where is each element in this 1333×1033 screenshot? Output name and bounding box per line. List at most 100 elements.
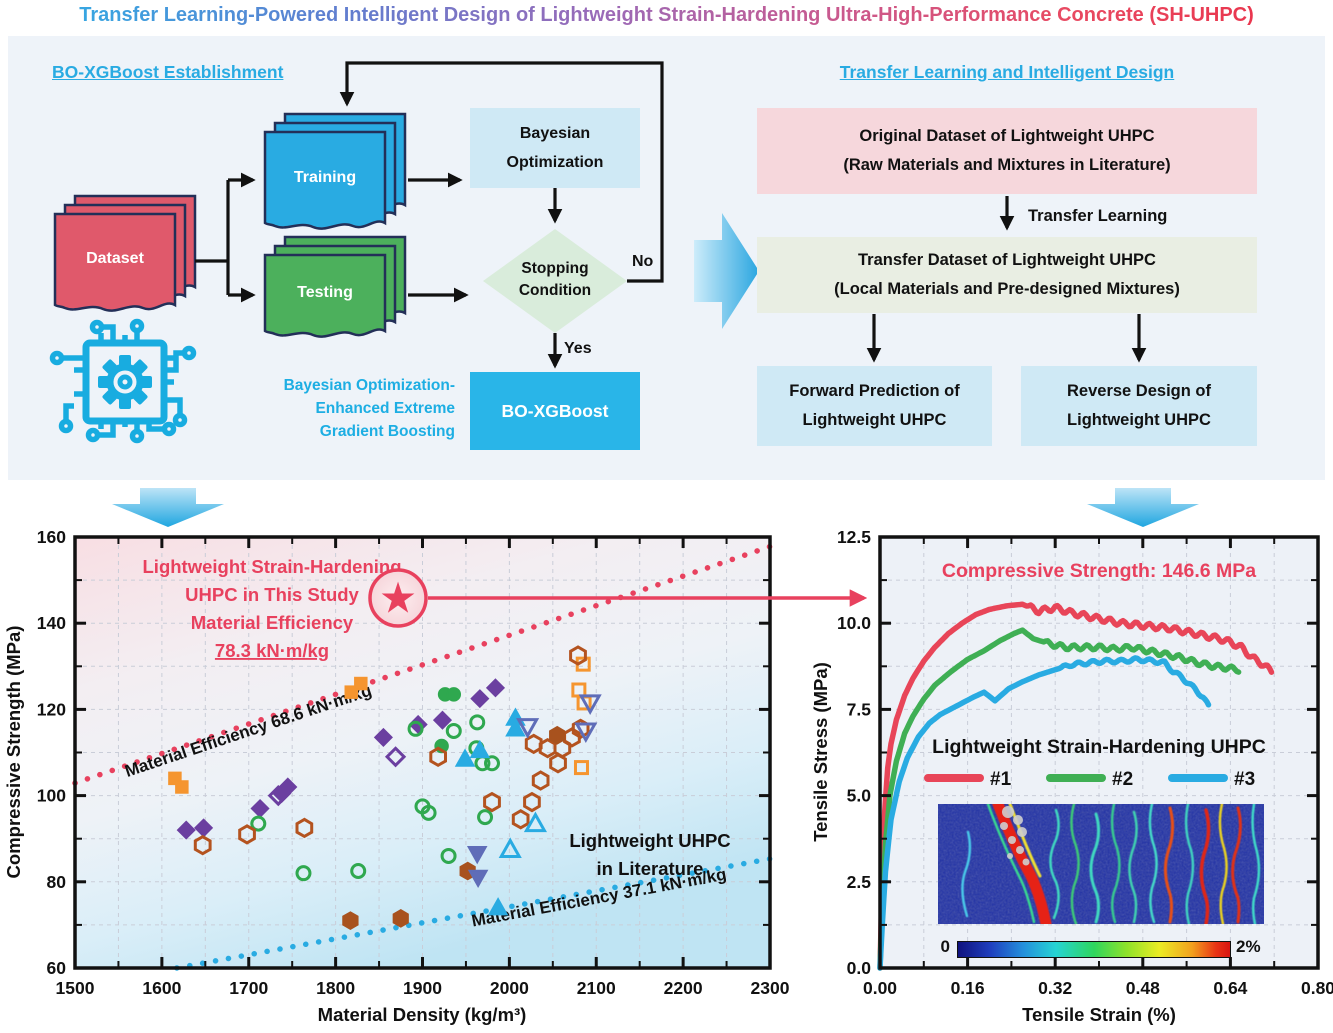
figure-title: Transfer Learning-Powered Intelligent De…	[0, 4, 1333, 27]
y-tick-label: 5.0	[847, 786, 872, 806]
data-point	[524, 733, 543, 755]
x-tick-label: 2300	[751, 978, 790, 998]
series-sienna-hexagons-open	[193, 645, 590, 856]
dic-strain-map-image	[938, 804, 1264, 924]
data-point	[175, 780, 189, 794]
series-slate-triangles-down-filled	[466, 846, 489, 889]
data-point	[295, 865, 312, 882]
reverse-design-box: Reverse Design of Lightweight UHPC	[1021, 366, 1257, 446]
y-tick-label: 60	[47, 958, 67, 978]
data-point	[459, 861, 476, 881]
original-dataset-box: Original Dataset of Lightweight UHPC (Ra…	[757, 108, 1257, 194]
data-point	[553, 737, 572, 759]
x-tick-label: 0.16	[951, 978, 985, 998]
data-point	[563, 727, 581, 748]
scatter-plot-area	[75, 537, 770, 968]
x-axis-title: Material Density (kg/m³)	[318, 1004, 527, 1025]
x-tick-label: 0.80	[1301, 978, 1333, 998]
data-point	[571, 682, 587, 698]
data-point	[392, 909, 409, 928]
legend-title: Lightweight Strain-Hardening UHPC	[932, 736, 1266, 758]
x-tick-label: 0.00	[863, 978, 897, 998]
data-point	[420, 804, 437, 821]
data-point	[384, 746, 407, 768]
efficiency-line-label-0: Material Efficiency 68.6 kN·m/kg	[122, 681, 374, 781]
data-point	[483, 791, 501, 813]
data-point	[176, 820, 196, 840]
star-circle	[368, 568, 428, 628]
data-point	[516, 718, 540, 739]
y-tick-label: 140	[37, 613, 66, 633]
data-point	[295, 817, 314, 839]
down-arrow-left-icon	[112, 488, 224, 527]
x-tick-label: 1600	[142, 978, 181, 998]
data-point	[440, 847, 457, 864]
y-tick-label: 0.0	[847, 958, 872, 978]
series-orange-squares-open	[571, 656, 592, 776]
series-green-circles-filled	[434, 687, 462, 754]
series-slate-triangles-down-open	[516, 694, 602, 744]
transfer-learning-label: Transfer Learning	[1028, 207, 1168, 225]
data-point	[432, 710, 453, 730]
legend-label: #3	[1234, 769, 1255, 790]
y-tick-label: 2.5	[847, 872, 872, 892]
no-label: No	[632, 253, 654, 270]
efficiency-line-0	[72, 543, 773, 786]
data-point	[511, 809, 530, 830]
data-point	[454, 748, 476, 767]
x-tick-label: 0.64	[1213, 978, 1247, 998]
star-icon: ★	[381, 578, 415, 620]
yes-label: Yes	[564, 340, 592, 357]
left-section-heading: BO-XGBoost Establishment	[52, 62, 284, 82]
data-point	[505, 718, 526, 737]
x-axis-title: Tensile Strain (%)	[1022, 1004, 1176, 1025]
data-point	[538, 737, 557, 759]
transfer-dataset-box: Transfer Dataset of Lightweight UHPC (Lo…	[757, 237, 1257, 313]
literature-annotation-line: Lightweight UHPC	[569, 830, 730, 851]
data-point	[278, 777, 298, 797]
data-point	[445, 722, 462, 739]
y-tick-label: 7.5	[847, 699, 872, 719]
literature-annotation-line: in Literature	[597, 858, 704, 879]
data-point	[468, 740, 485, 757]
data-point	[250, 798, 270, 819]
data-point	[272, 783, 292, 804]
study-annotation-line: Material Efficiency	[191, 612, 354, 633]
data-point	[350, 863, 367, 880]
data-point	[549, 753, 567, 774]
data-point	[573, 760, 589, 776]
x-tick-label: 2000	[490, 978, 529, 998]
colorbar-min-label: 0	[940, 937, 950, 956]
data-point	[523, 811, 548, 833]
data-point	[429, 746, 447, 768]
legend-label: #2	[1112, 769, 1133, 790]
bo-xgboost-box: BO-XGBoost	[470, 372, 640, 450]
data-point	[446, 687, 462, 702]
data-point	[485, 678, 506, 698]
data-point	[469, 739, 491, 759]
data-point	[414, 798, 431, 815]
data-point	[578, 694, 602, 715]
data-point	[193, 834, 212, 856]
series-blue-triangles-up-filled	[454, 707, 526, 916]
data-point	[487, 897, 509, 916]
data-point	[477, 809, 494, 826]
strain-colorbar	[957, 941, 1231, 958]
data-point	[575, 656, 591, 672]
data-point	[498, 837, 522, 858]
data-point	[469, 714, 486, 731]
compressive-strength-annotation: Compressive Strength: 146.6 MPa	[942, 560, 1256, 582]
data-point	[484, 755, 500, 772]
data-point	[354, 676, 368, 691]
data-point	[549, 725, 566, 745]
series-orange-squares-filled	[168, 676, 368, 794]
series-purple-diamonds-filled	[176, 678, 506, 840]
data-point	[373, 727, 393, 747]
x-tick-label: 2100	[577, 978, 616, 998]
data-point	[434, 738, 449, 754]
down-arrow-right-icon	[1087, 488, 1199, 527]
training-label: Training	[293, 169, 357, 186]
data-point	[250, 815, 267, 832]
y-axis-title: Tensile Stress (MPa)	[810, 662, 831, 842]
